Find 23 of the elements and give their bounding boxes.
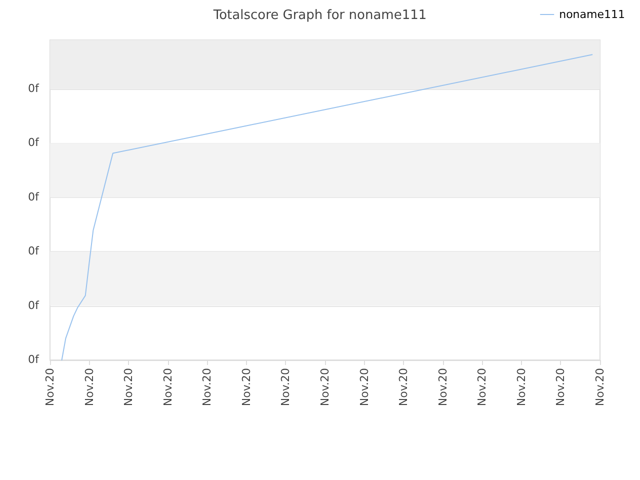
x-tick-label: Nov.20 bbox=[436, 368, 450, 406]
text: 0f bbox=[28, 353, 40, 366]
legend-label: noname111 bbox=[559, 8, 626, 21]
x-tick-label: Nov.20 bbox=[554, 368, 568, 406]
text: 0f bbox=[28, 244, 40, 258]
x-tick-label: Nov.20 bbox=[161, 368, 174, 406]
x-tick-label: Nov.20 bbox=[240, 368, 253, 406]
x-tick-label: Nov.20 bbox=[514, 368, 528, 406]
chart-title: Totalscore Graph for noname111 bbox=[212, 8, 427, 23]
x-tick-label: Nov.20 bbox=[397, 368, 410, 406]
x-tick-label: Nov.20 bbox=[594, 368, 606, 406]
x-tick-label: Nov.20 bbox=[279, 368, 292, 406]
x-tick-label: Nov.20 bbox=[476, 368, 489, 406]
x-tick-label: Nov.20 bbox=[200, 368, 214, 406]
text: 0f bbox=[28, 136, 40, 150]
text: 0f bbox=[28, 82, 40, 95]
x-tick-label: Nov.20 bbox=[44, 368, 56, 406]
x-tick-label: Nov.20 bbox=[82, 368, 96, 406]
text: 0f bbox=[28, 190, 40, 204]
x-tick-label: Nov.20 bbox=[122, 368, 136, 406]
x-tick-label: Nov.20 bbox=[358, 368, 371, 406]
text: 0f bbox=[28, 298, 40, 312]
x-tick-label: Nov.20 bbox=[318, 368, 332, 406]
